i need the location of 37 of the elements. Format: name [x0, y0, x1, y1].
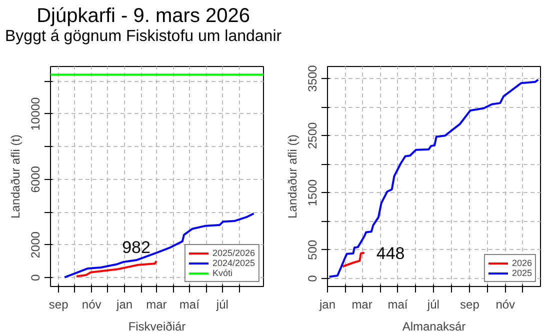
- y-tick-label: 1500: [306, 179, 320, 206]
- x-tick-label: sep: [48, 298, 69, 312]
- x-axis-title: Fiskveiðiár: [128, 320, 186, 333]
- legend-label: 2024/2025: [212, 258, 255, 268]
- legend-label: 2025: [512, 268, 532, 278]
- x-tick-label: sep: [460, 298, 480, 312]
- annotation: 448: [376, 244, 405, 263]
- x-tick-label: jan: [116, 298, 133, 312]
- y-axis-title: Landaður afli (t): [286, 134, 300, 219]
- y-tick-label: 3500: [306, 64, 320, 92]
- x-tick-label: nóv: [496, 298, 516, 312]
- y-tick-label: 500: [306, 240, 320, 260]
- y-tick-label: 0: [28, 274, 42, 281]
- chart-subtitle: Byggt á gögnum Fiskistofu um landanir: [5, 28, 282, 46]
- line-series: [64, 212, 255, 278]
- y-tick-label: 0: [306, 274, 320, 282]
- x-tick-label: júl: [426, 298, 440, 312]
- legend-label: Kvóti: [212, 268, 232, 278]
- legend-label: 2025/2026: [212, 248, 255, 258]
- line-series: [342, 252, 366, 268]
- y-tick-label: 2000: [28, 231, 42, 258]
- x-tick-label: nóv: [82, 298, 102, 312]
- x-axis-title: Almanaksár: [402, 320, 466, 333]
- y-tick-label: 2500: [306, 122, 320, 149]
- x-tick-label: maí: [388, 298, 408, 312]
- x-tick-label: júl: [215, 298, 228, 312]
- y-axis-title: Landaður afli (t): [8, 134, 22, 219]
- annotation: 982: [122, 238, 150, 257]
- x-tick-label: maí: [179, 298, 200, 312]
- x-tick-label: jan: [318, 298, 336, 312]
- y-tick-label: 6000: [28, 166, 42, 193]
- chart-title: Djúpkarfi - 9. mars 2026: [36, 5, 251, 28]
- x-tick-label: mar: [352, 298, 372, 312]
- y-tick-label: 10000: [28, 96, 42, 131]
- line-series: [75, 260, 158, 278]
- legend-label: 2026: [512, 258, 532, 268]
- x-tick-label: mar: [146, 298, 167, 312]
